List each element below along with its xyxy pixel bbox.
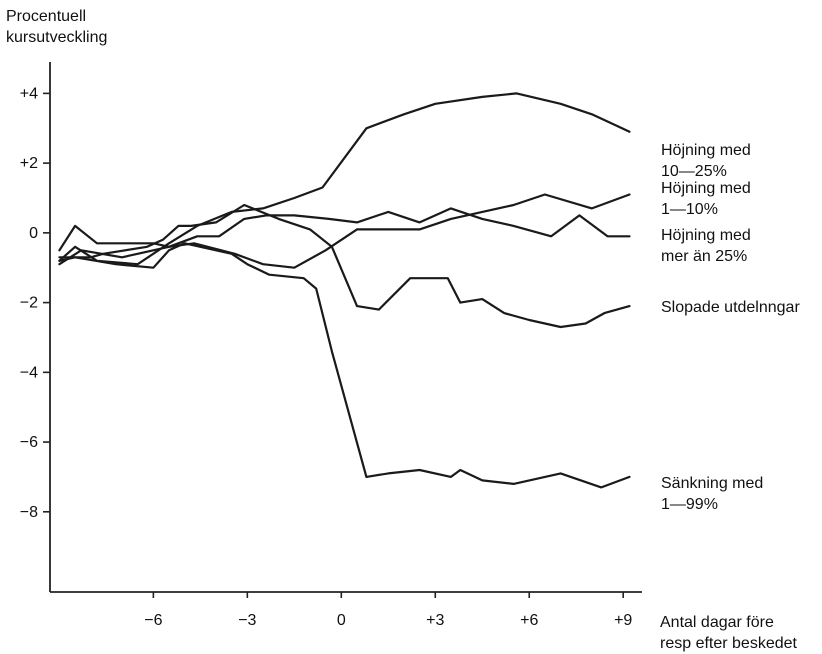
series-label-hojning-over-25: Höjning med mer än 25% — [661, 225, 751, 267]
y-axis-label-line: Procentuell — [6, 8, 87, 25]
series-label-line: Höjning med — [661, 142, 751, 159]
series-lines — [58, 92, 631, 489]
series-label-line: Höjning med — [661, 227, 751, 244]
series-line-hojning-10-25 — [58, 92, 631, 266]
x-tick-label: −6 — [144, 612, 162, 629]
x-axis-label-line: Antal dagar före — [660, 614, 774, 631]
series-label-line: 1—10% — [661, 201, 718, 218]
y-axis-ticks: +4 +2 0 −2 −4 −6 −8 — [20, 85, 50, 521]
series-label-line: Sänkning med — [661, 475, 764, 492]
y-axis-label-line: kursutveckling — [6, 29, 108, 46]
series-line-hojning-over-25 — [58, 207, 631, 252]
series-label-line: Höjning med — [661, 180, 751, 197]
x-tick-label: +3 — [426, 612, 444, 629]
x-axis-label: Antal dagar före resp efter beskedet — [660, 612, 797, 654]
x-tick-label: −3 — [238, 612, 256, 629]
x-tick-label: +9 — [614, 612, 632, 629]
y-tick-label: +2 — [20, 155, 38, 172]
x-axis-ticks: −6 −3 0 +3 +6 +9 — [144, 592, 632, 629]
y-axis-label: Procentuell kursutveckling — [6, 6, 107, 48]
series-line-sankning — [58, 242, 631, 489]
y-tick-label: −8 — [20, 504, 38, 521]
series-label-hojning-1-10: Höjning med 1—10% — [661, 178, 751, 220]
y-tick-label: 0 — [29, 225, 38, 242]
series-label-sankning: Sänkning med 1—99% — [661, 473, 763, 515]
y-tick-label: −6 — [20, 434, 38, 451]
series-label-line: mer än 25% — [661, 248, 748, 265]
series-label-line: 10—25% — [661, 163, 727, 180]
x-tick-label: 0 — [337, 612, 346, 629]
series-label-slopade: Slopade utdelnngar — [661, 297, 800, 318]
x-axis-label-line: resp efter beskedet — [660, 635, 797, 652]
series-line-hojning-1-10 — [58, 193, 631, 269]
x-tick-label: +6 — [520, 612, 538, 629]
series-label-hojning-10-25: Höjning med 10—25% — [661, 140, 751, 182]
series-label-line: 1—99% — [661, 496, 718, 513]
y-tick-label: −4 — [20, 364, 38, 381]
y-tick-label: +4 — [20, 85, 38, 102]
series-line-slopade — [58, 203, 631, 329]
y-tick-label: −2 — [20, 295, 38, 312]
series-label-line: Slopade utdelnngar — [661, 299, 800, 316]
